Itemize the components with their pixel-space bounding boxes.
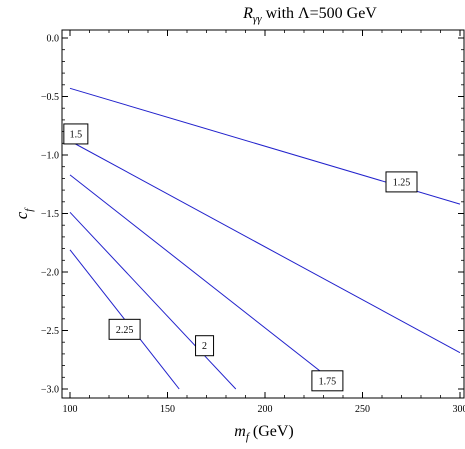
x-axis-label: mf (GeV) [234,423,294,443]
contour-label-2-25: 2.25 [116,325,134,336]
contour-labels: 1.25 1.5 1.75 2 2.25 [64,124,417,391]
contour-lines [70,88,460,389]
svg-text:cf: cf [12,207,35,220]
y-tick-label: −1.5 [41,209,59,220]
y-tick-label: −2.0 [41,268,59,279]
y-tick-label: −0.5 [41,92,59,103]
contour-label-2: 2 [202,341,207,352]
y-tick-label: −2.5 [41,326,59,337]
x-tick-label: 150 [160,404,175,415]
xlabel-unit: (GeV) [249,423,294,440]
contour-label-1-25: 1.25 [393,177,411,188]
ylabel-subscript: f [23,207,35,212]
x-tick-label: 100 [63,404,78,415]
chart-title: Rγγ with Λ=500 GeV [242,5,377,25]
y-tick-label: 0.0 [47,34,60,45]
contour-line-1-75 [70,175,343,389]
contour-label-1-75: 1.75 [319,376,337,387]
y-tick-label: −1.0 [41,151,59,162]
plot-frame [62,30,464,398]
y-tick-label: −3.0 [41,385,59,396]
x-tick-label: 200 [258,404,273,415]
x-tick-label: 300 [453,404,465,415]
contour-label-1-5: 1.5 [70,129,83,140]
xlabel-var: m [234,423,246,440]
ticks-layer: 100 150 200 250 300 0.0 −0.5 −1.0 −1.5 −2.0 −2.5 −3… [41,30,465,415]
x-tick-label: 250 [355,404,370,415]
contour-line-2 [70,212,236,389]
title-rest: with Λ=500 GeV [262,5,378,22]
title-r: R [242,5,253,22]
y-axis-label: cf [12,207,35,220]
